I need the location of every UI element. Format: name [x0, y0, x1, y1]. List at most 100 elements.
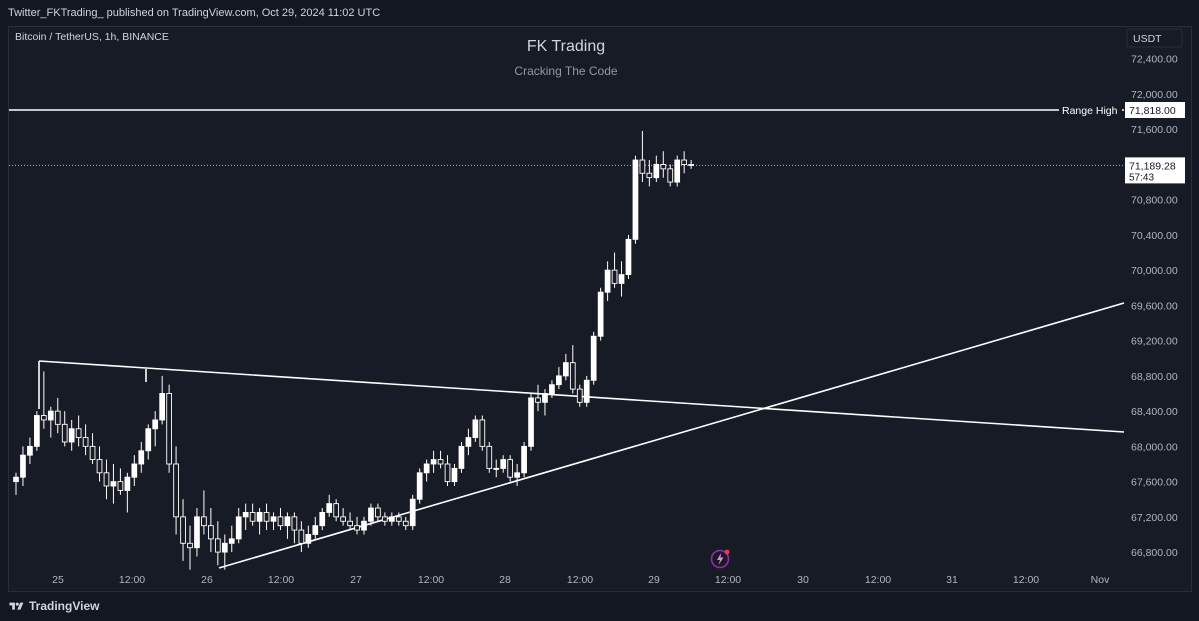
candle — [305, 525, 312, 548]
ascending-trendline[interactable] — [218, 302, 1125, 569]
candle — [34, 411, 40, 451]
currency-button[interactable] — [1126, 28, 1183, 48]
candle — [611, 252, 618, 288]
candle-body — [423, 463, 430, 474]
candle-body — [312, 525, 319, 535]
y-tick-label: 68,400.00 — [1131, 406, 1178, 418]
candle-body — [333, 503, 340, 518]
candle-body — [187, 542, 193, 549]
candle-body — [521, 445, 527, 474]
range-high-price: 71,818.00 — [1129, 105, 1176, 117]
candle-body — [61, 423, 68, 443]
candle — [256, 508, 263, 535]
x-tick-label: 12:00 — [1013, 574, 1039, 586]
range-high-text-bg — [1059, 102, 1122, 117]
candle-body — [180, 516, 186, 544]
candle-body — [145, 428, 152, 452]
candle — [569, 345, 576, 394]
y-tick-label: 68,800.00 — [1131, 371, 1178, 383]
candle-body — [528, 397, 534, 447]
candle-body — [625, 238, 632, 276]
candle — [632, 155, 639, 244]
candle-body — [159, 393, 166, 421]
candle-body — [124, 476, 131, 491]
candle — [347, 512, 353, 531]
candle — [583, 375, 590, 407]
candle — [549, 380, 555, 398]
candle-body — [201, 516, 207, 527]
candle — [103, 459, 110, 500]
candle-body — [103, 472, 110, 487]
candle-body — [173, 463, 179, 518]
candle — [493, 459, 500, 478]
candle-body — [13, 476, 19, 483]
candle-body — [542, 393, 548, 403]
last-price-value: 71,189.28 — [1129, 160, 1176, 172]
candle — [214, 521, 221, 566]
candle — [542, 389, 548, 416]
candle-body — [458, 445, 465, 469]
candle — [653, 155, 660, 183]
y-tick-label: 70,400.00 — [1131, 230, 1178, 242]
y-tick-label: 71,600.00 — [1131, 124, 1178, 136]
candle — [486, 441, 493, 473]
candle-body — [110, 481, 117, 487]
candlestick-chart[interactable]: Range High USDT 72,400.00 72,000.00 71,600.… — [9, 27, 1191, 591]
tradingview-logo[interactable]: TradingView — [9, 599, 99, 613]
candle — [472, 415, 479, 442]
candle-body — [556, 375, 562, 386]
candle — [208, 508, 214, 553]
candle — [20, 446, 26, 487]
y-tick-label: 72,400.00 — [1131, 54, 1178, 66]
candle — [242, 503, 249, 531]
candle-body — [34, 415, 40, 447]
candle-body — [214, 538, 221, 553]
y-tick-label: 69,200.00 — [1131, 336, 1178, 348]
candle-body — [326, 503, 333, 513]
range-high-price-box — [1125, 101, 1185, 118]
candle-body — [402, 520, 409, 527]
price-axis[interactable] — [1124, 27, 1191, 591]
candle — [131, 455, 138, 487]
candle-body — [472, 419, 479, 439]
candle-body — [347, 520, 353, 527]
candle — [402, 516, 409, 531]
candle-body — [444, 463, 451, 483]
candle-body — [632, 159, 639, 240]
candle — [96, 446, 103, 482]
candle — [458, 441, 465, 473]
candle — [263, 503, 270, 531]
chart-panel[interactable]: Range High USDT 72,400.00 72,000.00 71,600.… — [8, 26, 1192, 592]
candle-body — [228, 538, 235, 544]
candle — [89, 433, 96, 464]
candle-body — [131, 463, 138, 478]
candle-body — [96, 459, 103, 474]
candle-body — [284, 516, 291, 527]
chart-subtitle: Cracking The Code — [514, 64, 617, 78]
candle — [312, 516, 319, 539]
candle — [500, 455, 507, 473]
candle — [277, 508, 284, 531]
candle-body — [319, 511, 326, 527]
x-tick-label: 12:00 — [715, 574, 741, 586]
candle — [138, 441, 145, 473]
candle — [152, 411, 159, 447]
candle-body — [54, 410, 61, 425]
candle — [166, 384, 172, 473]
candle — [13, 472, 19, 495]
x-tick-label: 30 — [797, 574, 809, 586]
candle — [604, 261, 611, 301]
published-info: Twitter_FKTrading_ published on TradingV… — [8, 7, 381, 19]
x-tick-label: 12:00 — [567, 574, 593, 586]
candle — [110, 463, 117, 504]
y-tick-label: 70,800.00 — [1131, 195, 1178, 207]
candle-body — [618, 274, 625, 284]
candle-body — [681, 159, 688, 165]
range-high-label: Range High — [1062, 105, 1118, 117]
candle-body — [507, 459, 514, 478]
candle-body — [382, 516, 388, 522]
candle — [395, 512, 402, 526]
candle — [382, 512, 388, 526]
candle — [688, 160, 694, 169]
lightning-icon[interactable] — [710, 549, 730, 569]
